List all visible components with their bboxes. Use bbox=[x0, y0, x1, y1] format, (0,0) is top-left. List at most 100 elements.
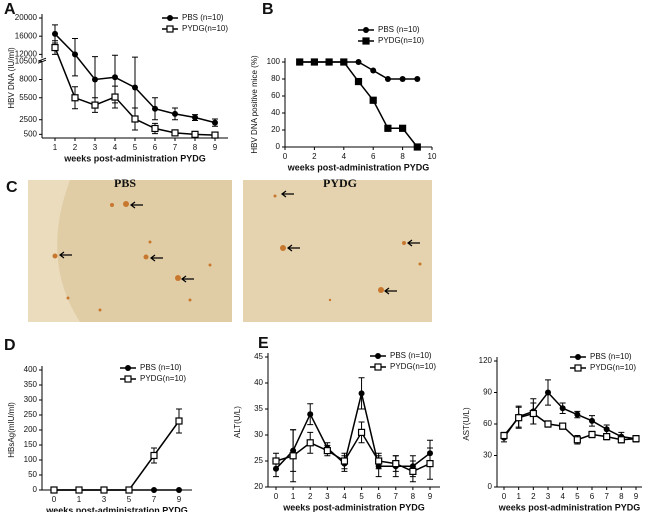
x-tick-label: 3 bbox=[93, 143, 98, 152]
y-tick-label: 60 bbox=[483, 419, 492, 428]
marker bbox=[603, 433, 611, 441]
marker bbox=[399, 76, 406, 82]
x-tick-label: 8 bbox=[619, 492, 624, 501]
panel-letter: D bbox=[4, 337, 16, 354]
marker bbox=[354, 77, 363, 86]
y-tick-label: 25 bbox=[254, 456, 263, 465]
legend-marker bbox=[125, 365, 131, 371]
marker bbox=[414, 76, 421, 82]
x-tick-label: 7 bbox=[394, 492, 399, 501]
marker bbox=[125, 486, 133, 494]
marker bbox=[603, 426, 610, 433]
panel-letter: C bbox=[6, 179, 18, 196]
legend-marker bbox=[575, 354, 581, 360]
x-tick-label: 2 bbox=[308, 492, 313, 501]
marker bbox=[384, 124, 392, 132]
marker bbox=[151, 124, 159, 133]
x-tick-label: 7 bbox=[604, 492, 609, 501]
legend-label: PYDG(n=10) bbox=[378, 36, 424, 45]
marker bbox=[357, 428, 366, 436]
y-tick-label: 12000 bbox=[15, 49, 38, 58]
x-axis-label: weeks post-administration PYDG bbox=[63, 153, 206, 163]
x-tick-label: 5 bbox=[359, 492, 364, 501]
y-axis-label: AST(U/L) bbox=[462, 407, 471, 441]
series-line bbox=[503, 412, 637, 441]
marker bbox=[75, 486, 83, 494]
marker bbox=[150, 451, 158, 460]
x-axis-label: weeks post-administration PYDG bbox=[45, 505, 188, 512]
marker bbox=[544, 420, 552, 428]
marker bbox=[132, 84, 138, 91]
legend-label: PBS (n=10) bbox=[378, 25, 420, 34]
marker bbox=[375, 457, 383, 465]
x-axis-label: weeks post-administration PYDG bbox=[287, 162, 430, 172]
x-tick-label: 0 bbox=[274, 492, 279, 501]
stain-spots bbox=[52, 201, 212, 312]
image-title: PYDG bbox=[323, 176, 357, 190]
image-title: PBS bbox=[114, 176, 136, 190]
y-tick-label: 35 bbox=[254, 404, 263, 413]
x-tick-label: 1 bbox=[291, 492, 296, 501]
x-tick-label: 4 bbox=[342, 492, 347, 501]
legend-marker bbox=[167, 15, 173, 21]
x-axis-label: weeks post-administration PYDG bbox=[498, 502, 641, 512]
x-tick-label: 9 bbox=[213, 143, 218, 152]
x-tick-label: 4 bbox=[342, 152, 347, 161]
y-tick-label: 200 bbox=[24, 425, 38, 434]
x-tick-label: 3 bbox=[102, 495, 107, 504]
marker bbox=[72, 51, 78, 58]
marker bbox=[392, 460, 400, 468]
y-tick-label: 120 bbox=[479, 356, 493, 365]
x-tick-label: 5 bbox=[133, 143, 138, 152]
legend-label: PYDG(n=10) bbox=[390, 362, 436, 371]
x-tick-label: 1 bbox=[77, 495, 82, 504]
marker bbox=[358, 390, 365, 397]
y-tick-label: 50 bbox=[28, 470, 37, 479]
marker bbox=[340, 58, 348, 66]
x-tick-label: 6 bbox=[590, 492, 595, 501]
marker bbox=[323, 447, 331, 455]
marker bbox=[71, 94, 79, 102]
marker bbox=[310, 58, 318, 66]
y-tick-label: 20 bbox=[271, 125, 280, 134]
x-tick-label: 4 bbox=[560, 492, 565, 501]
x-tick-label: 1 bbox=[53, 143, 58, 152]
x-tick-label: 6 bbox=[376, 492, 381, 501]
marker bbox=[370, 67, 377, 74]
x-tick-label: 9 bbox=[428, 492, 433, 501]
y-tick-label: 20 bbox=[254, 482, 263, 491]
tissue-edge bbox=[28, 180, 80, 322]
marker bbox=[50, 486, 58, 494]
series-line bbox=[299, 61, 418, 148]
marker bbox=[355, 59, 362, 65]
x-tick-label: 5 bbox=[127, 495, 132, 504]
marker bbox=[176, 487, 182, 493]
y-axis-label: ALT(U/L) bbox=[233, 406, 242, 438]
y-tick-label: 40 bbox=[271, 108, 280, 117]
panel-letter: E bbox=[258, 335, 269, 352]
micrograph bbox=[243, 180, 432, 322]
y-tick-label: 80 bbox=[271, 74, 280, 83]
marker bbox=[340, 457, 349, 465]
legend-marker bbox=[166, 25, 174, 33]
series-line bbox=[503, 391, 637, 440]
marker bbox=[171, 129, 179, 137]
marker bbox=[296, 58, 304, 66]
y-tick-label: 0 bbox=[488, 482, 493, 491]
marker bbox=[52, 30, 58, 37]
x-tick-label: 3 bbox=[325, 492, 330, 501]
marker bbox=[192, 114, 198, 121]
x-tick-label: 0 bbox=[502, 492, 507, 501]
legend-marker bbox=[374, 363, 382, 371]
marker bbox=[152, 105, 158, 112]
x-tick-label: 2 bbox=[312, 152, 317, 161]
legend-label: PBS (n=10) bbox=[590, 352, 632, 361]
marker bbox=[588, 430, 596, 439]
y-tick-label: 5500 bbox=[19, 93, 37, 102]
marker bbox=[307, 411, 314, 418]
y-tick-label: 0 bbox=[276, 142, 281, 151]
marker bbox=[384, 76, 391, 82]
panel-letter: A bbox=[4, 1, 16, 18]
legend-marker bbox=[574, 364, 582, 372]
